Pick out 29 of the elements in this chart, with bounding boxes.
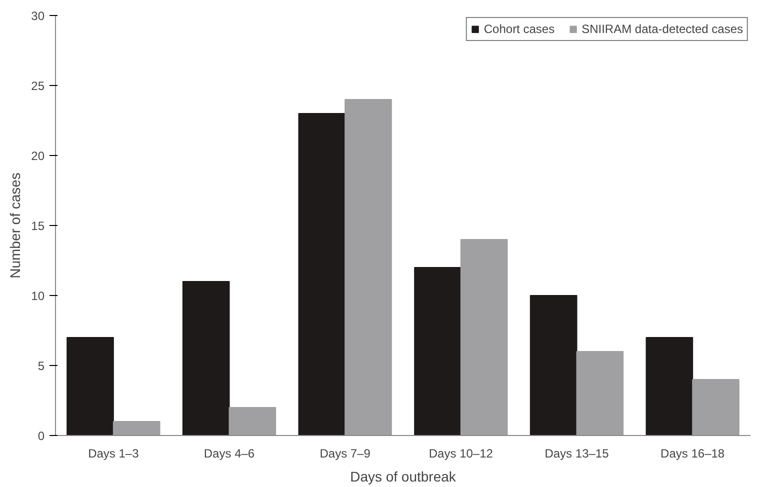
bar	[576, 351, 624, 436]
x-tick-label: Days 10–12	[428, 446, 494, 460]
y-tick-label: 10	[31, 289, 45, 303]
y-tick-label: 25	[31, 79, 45, 93]
bar	[298, 113, 346, 436]
legend-label: Cohort cases	[484, 22, 555, 36]
y-tick-label: 5	[38, 359, 45, 373]
bar	[414, 267, 462, 436]
legend-label: SNIIRAM data-detected cases	[582, 22, 743, 36]
x-tick-label: Days 13–15	[544, 446, 610, 460]
y-tick-label: 30	[31, 9, 45, 23]
bar	[692, 379, 740, 436]
bar	[646, 337, 694, 436]
x-tick-label: Days 7–9	[320, 446, 371, 460]
bar	[228, 407, 276, 436]
bar	[66, 337, 114, 436]
y-tick-label: 15	[31, 219, 45, 233]
bar	[460, 239, 508, 436]
y-tick-label: 0	[38, 429, 45, 443]
bar	[182, 281, 230, 436]
y-tick-label: 20	[31, 149, 45, 163]
bar	[344, 99, 392, 436]
x-tick-label: Days 16–18	[660, 446, 725, 460]
x-axis-title: Days of outbreak	[350, 468, 457, 484]
bar	[530, 295, 578, 436]
y-axis-title: Number of cases	[7, 172, 24, 278]
x-tick-label: Days 1–3	[88, 446, 140, 460]
bar	[112, 421, 160, 436]
x-tick-label: Days 4–6	[204, 446, 255, 460]
